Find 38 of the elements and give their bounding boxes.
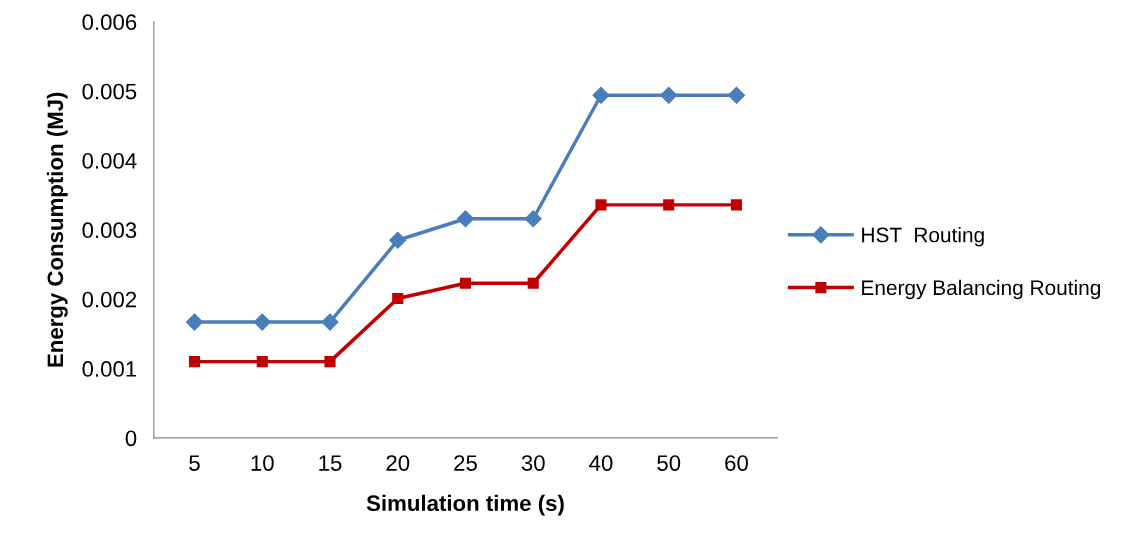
point [456,210,475,228]
point [389,231,407,249]
point [660,86,678,104]
y-tick-label: 0.006 [82,14,137,31]
x-tick-label: 20 [386,455,410,471]
point [392,292,404,305]
y-tick-label: 0 [125,430,137,447]
point [324,356,336,368]
x-tick-label: 5 [189,455,200,471]
point [188,356,201,368]
x-tick-label: 15 [319,455,342,471]
point [595,199,607,211]
point [256,356,268,368]
point [253,313,271,331]
y-tick-label: 0.001 [82,361,137,377]
point [185,313,204,331]
point [727,86,746,104]
x-tick-label: 10 [251,455,274,471]
legend-label: HST Routing [862,227,984,247]
y-tick-label: 0.002 [82,291,137,308]
y-tick-label: 0.003 [82,222,137,239]
point [730,199,743,211]
point [663,199,675,211]
legend-label: Energy Balancing Routing [862,279,1100,300]
point [459,277,472,289]
y-axis-title: Energy Consumption (MJ) [46,92,68,367]
x-axis-title: Simulation time (s) [366,494,564,516]
point [321,313,339,331]
x-tick-label: 30 [521,455,545,471]
point [527,277,539,289]
y-tick-label: 0.005 [82,83,137,100]
point [592,86,610,104]
x-tick-label: 25 [454,455,477,471]
x-tick-label: 60 [725,455,748,471]
x-tick-label: 50 [657,455,681,471]
x-tick-label: 40 [589,455,613,471]
point [524,210,542,228]
y-tick-label: 0.004 [82,153,137,169]
